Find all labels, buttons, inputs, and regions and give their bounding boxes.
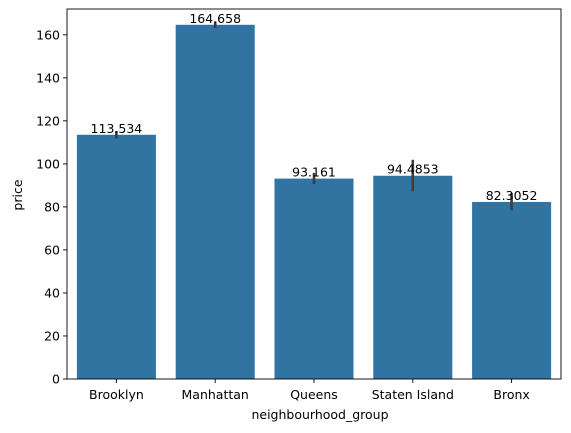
bar-queens	[274, 178, 354, 379]
x-tick-label-queens: Queens	[290, 387, 338, 402]
y-tick-label-100: 100	[36, 156, 60, 171]
x-tick-label-brooklyn: Brooklyn	[89, 387, 144, 402]
y-axis-title: price	[10, 179, 25, 210]
bars	[76, 24, 552, 380]
data-label-manhattan: 164.658	[189, 11, 241, 26]
y-tick-label-40: 40	[44, 285, 60, 300]
y-tick-label-80: 80	[44, 199, 60, 214]
data-label-queens: 93.161	[292, 165, 336, 180]
y-tick-label-60: 60	[44, 242, 60, 257]
data-labels: 113.534 164.658 93.161 94.4853 82.3052	[91, 11, 538, 203]
data-label-bronx: 82.3052	[486, 188, 538, 203]
x-tick-label-staten-island: Staten Island	[372, 387, 454, 402]
axes: Brooklyn Manhattan Queens Staten Island Bron…	[36, 8, 562, 402]
bar-manhattan	[175, 24, 255, 380]
data-label-staten-island: 94.4853	[387, 162, 439, 177]
y-tick-label-120: 120	[36, 113, 60, 128]
error-bars	[115, 21, 513, 211]
plot-frame	[66, 8, 562, 380]
bar-brooklyn	[76, 134, 156, 379]
data-label-brooklyn: 113.534	[91, 121, 143, 136]
bar-staten-island	[373, 175, 453, 379]
y-tick-label-0: 0	[52, 372, 60, 387]
x-tick-label-bronx: Bronx	[493, 387, 529, 402]
bar-bronx	[472, 201, 552, 379]
x-axis-title: neighbourhood_group	[251, 407, 388, 422]
y-tick-label-140: 140	[36, 70, 60, 85]
x-tick-label-manhattan: Manhattan	[182, 387, 249, 402]
y-tick-label-160: 160	[36, 27, 60, 42]
y-tick-label-20: 20	[44, 328, 60, 343]
